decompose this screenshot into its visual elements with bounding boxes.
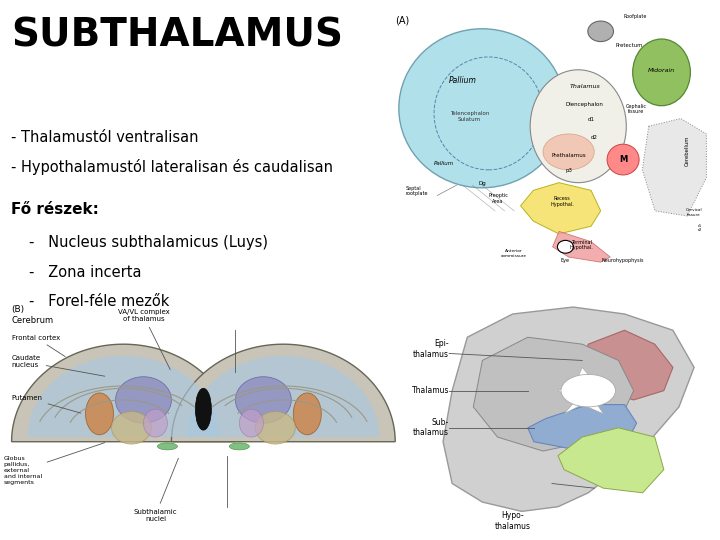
- Text: r1
r2: r1 r2: [698, 224, 702, 232]
- Text: Eye: Eye: [561, 258, 570, 263]
- Text: -   Nucleus subthalamicus (Luys): - Nucleus subthalamicus (Luys): [29, 235, 268, 250]
- Ellipse shape: [143, 409, 168, 437]
- Ellipse shape: [543, 134, 594, 170]
- Polygon shape: [171, 344, 395, 442]
- Text: Recess
Hypothal.: Recess Hypothal.: [550, 196, 574, 207]
- Text: SUBTHALAMUS: SUBTHALAMUS: [11, 16, 343, 54]
- Text: Terminal
Hypothal.: Terminal Hypothal.: [570, 240, 593, 251]
- Text: -   Zona incerta: - Zona incerta: [29, 265, 141, 280]
- Polygon shape: [582, 330, 673, 400]
- Text: Cerebellum: Cerebellum: [685, 135, 690, 166]
- Polygon shape: [27, 356, 220, 437]
- Text: Pallium: Pallium: [433, 161, 454, 166]
- Ellipse shape: [230, 443, 249, 450]
- Text: Septal
rootplate: Septal rootplate: [405, 186, 428, 197]
- Ellipse shape: [399, 29, 565, 188]
- Ellipse shape: [530, 70, 626, 183]
- Text: d1: d1: [588, 117, 595, 122]
- Polygon shape: [553, 231, 611, 262]
- Text: VA/VL complex
of thalamus: VA/VL complex of thalamus: [117, 309, 170, 369]
- Ellipse shape: [112, 411, 151, 444]
- Text: Hypo-
thalamus: Hypo- thalamus: [495, 511, 531, 531]
- Text: Diencephalon: Diencephalon: [566, 102, 603, 107]
- Text: Caudate
nucleus: Caudate nucleus: [12, 355, 105, 376]
- Ellipse shape: [235, 377, 292, 423]
- Text: Midorain: Midorain: [648, 69, 675, 73]
- Text: Frontal cortex: Frontal cortex: [12, 335, 66, 356]
- Text: M: M: [619, 155, 627, 164]
- Polygon shape: [558, 428, 664, 493]
- Ellipse shape: [561, 374, 616, 407]
- Text: Telencephalon
Sulatum: Telencephalon Sulatum: [449, 111, 489, 122]
- Text: Globus
pallidus,
external
and internal
segments: Globus pallidus, external and internal s…: [4, 443, 105, 484]
- Polygon shape: [12, 344, 235, 442]
- Text: (A): (A): [395, 16, 410, 26]
- Text: Subthalamic
nuclei: Subthalamic nuclei: [134, 458, 179, 522]
- Text: - Hypothalamustól lateralisan és caudalisan: - Hypothalamustól lateralisan és caudali…: [11, 159, 333, 176]
- Text: Preoptic
Area: Preoptic Area: [488, 193, 508, 204]
- Polygon shape: [642, 118, 706, 216]
- Text: Epi-
thalamus: Epi- thalamus: [413, 339, 449, 359]
- Text: Anterior
commissure: Anterior commissure: [501, 249, 527, 258]
- Polygon shape: [473, 337, 634, 451]
- Text: Thalamus: Thalamus: [412, 386, 449, 395]
- Text: Cerebrum: Cerebrum: [12, 316, 54, 325]
- Ellipse shape: [115, 377, 171, 423]
- Text: d2: d2: [590, 135, 598, 140]
- Text: Dg: Dg: [478, 181, 486, 186]
- Ellipse shape: [633, 39, 690, 106]
- Text: Putamen: Putamen: [12, 395, 81, 413]
- Ellipse shape: [293, 393, 321, 435]
- Polygon shape: [443, 307, 694, 511]
- Ellipse shape: [588, 21, 613, 42]
- Polygon shape: [521, 183, 600, 234]
- Text: -   Forel-féle mezők: - Forel-féle mezők: [29, 294, 169, 309]
- Text: Pretectum: Pretectum: [616, 43, 643, 48]
- Text: Cephalic
fissure: Cephalic fissure: [626, 104, 647, 114]
- Text: Sub-
thalamus: Sub- thalamus: [413, 418, 449, 437]
- Polygon shape: [558, 367, 613, 414]
- Ellipse shape: [195, 388, 212, 430]
- Text: Roofplate: Roofplate: [623, 15, 647, 19]
- Ellipse shape: [158, 443, 177, 450]
- Ellipse shape: [256, 411, 295, 444]
- Text: Cervical
fissure: Cervical fissure: [685, 208, 702, 217]
- Text: p3: p3: [565, 168, 572, 173]
- Text: Thalamus: Thalamus: [570, 84, 600, 89]
- Text: Prethalamus: Prethalamus: [552, 153, 586, 158]
- Ellipse shape: [86, 393, 114, 435]
- Ellipse shape: [607, 144, 639, 175]
- Ellipse shape: [557, 240, 573, 253]
- Text: Fő részek:: Fő részek:: [11, 202, 99, 218]
- Text: Neurohypophysis: Neurohypophysis: [602, 258, 644, 263]
- Text: - Thalamustól ventralisan: - Thalamustól ventralisan: [11, 130, 198, 145]
- Ellipse shape: [239, 409, 264, 437]
- Text: (B): (B): [12, 305, 24, 314]
- Polygon shape: [187, 356, 379, 437]
- Polygon shape: [528, 404, 636, 451]
- Text: Pallium: Pallium: [449, 76, 477, 85]
